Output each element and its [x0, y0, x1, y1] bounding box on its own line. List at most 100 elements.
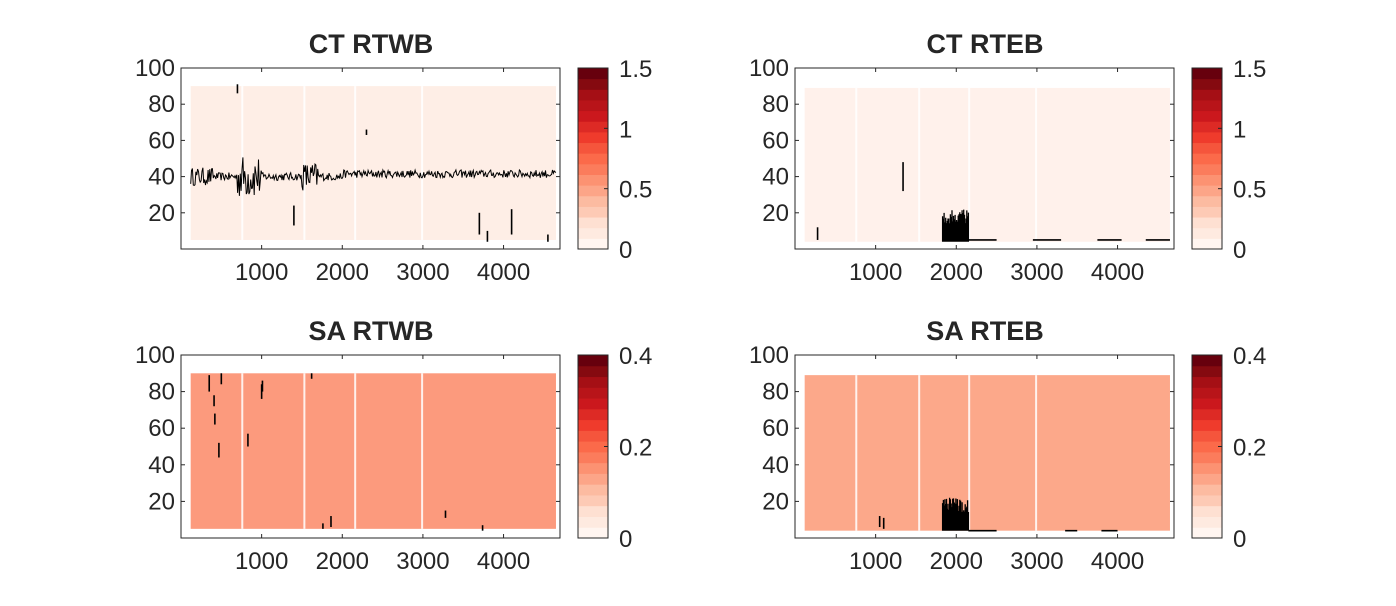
colorbar-segment: [578, 217, 608, 229]
colorbar-segment: [1192, 195, 1222, 207]
panel-ct-rteb: CT RTEB 1000 2000 3000 4000 20 40 60 80 100: [749, 29, 1175, 286]
colorbar-segment: [578, 238, 608, 250]
colorbar-tick-label: 0.2: [619, 435, 652, 462]
panel-title: SA RTEB: [926, 316, 1044, 346]
x-axis: 1000 2000 3000 4000: [235, 355, 530, 575]
x-tick-label: 3000: [396, 259, 449, 286]
colorbar-segment: [578, 398, 608, 410]
colorbar-segment: [1192, 516, 1222, 528]
colorbar-segment: [1192, 163, 1222, 175]
colorbar-tick-label: 1: [1233, 116, 1246, 143]
colorbar-segment: [578, 376, 608, 388]
colorbar-tick-label: 1.5: [619, 56, 652, 83]
y-tick-label: 100: [749, 342, 789, 369]
y-tick-label: 80: [148, 379, 175, 406]
colorbar-tick-label: 0: [619, 526, 632, 553]
x-tick-label: 2000: [930, 259, 983, 286]
colorbar-segment: [578, 163, 608, 175]
colorbar-tick-label: 0.4: [1233, 343, 1266, 370]
y-axis: 20 40 60 80 100: [135, 55, 560, 227]
colorbar-segment: [1192, 121, 1222, 133]
colorbar-segment: [578, 227, 608, 239]
colorbar-segment: [1192, 387, 1222, 399]
colorbar-segment: [578, 387, 608, 399]
colorbar-segment: [1192, 78, 1222, 90]
colorbar-axis: 0 0.2 0.4: [604, 343, 652, 553]
data-gap: [303, 373, 306, 529]
colorbar-segment: [1192, 494, 1222, 507]
x-tick-label: 2000: [316, 259, 369, 286]
y-tick-label: 20: [762, 200, 789, 227]
colorbar-segment: [1192, 527, 1222, 539]
heatmap-fill: [804, 375, 1170, 531]
colorbar-ct-rteb: 0 0.5 1 1.5: [1191, 56, 1266, 264]
colorbar-segment: [578, 206, 608, 218]
colorbar-segment: [578, 110, 608, 122]
axes-box: [180, 67, 561, 250]
colorbar-segment: [1192, 99, 1222, 112]
colorbar-segment: [578, 516, 608, 528]
colorbar-segment: [1192, 398, 1222, 410]
y-tick-label: 60: [762, 415, 789, 442]
colorbar-tick-label: 1: [619, 116, 632, 143]
y-tick-label: 100: [749, 55, 789, 82]
colorbar-segment: [578, 365, 608, 378]
y-tick-label: 20: [148, 488, 175, 515]
colorbar-segment: [1192, 68, 1222, 80]
colorbar-segment: [578, 441, 608, 453]
colorbar-segment: [1192, 227, 1222, 239]
plot-area: [804, 375, 1170, 532]
colorbar-segment: [578, 195, 608, 207]
colorbar-gradient: [1192, 355, 1222, 539]
x-tick-label: 1000: [849, 548, 902, 575]
y-axis: 20 40 60 80 100: [749, 342, 1174, 515]
y-tick-label: 80: [762, 91, 789, 118]
y-tick-label: 20: [148, 200, 175, 227]
data-gap: [1035, 375, 1038, 531]
colorbar-segment: [1192, 355, 1222, 367]
colorbar-segment: [1192, 131, 1222, 144]
colorbar-segment: [578, 505, 608, 517]
y-tick-label: 80: [148, 91, 175, 118]
colorbar-segment: [1192, 142, 1222, 154]
heatmap-fill: [190, 373, 556, 529]
y-tick-label: 60: [148, 415, 175, 442]
colorbar-segment: [1192, 462, 1222, 474]
colorbar-segment: [578, 473, 608, 485]
y-tick-label: 100: [135, 55, 175, 82]
axes-box: [180, 354, 561, 539]
colorbar-segment: [578, 355, 608, 367]
y-axis: 20 40 60 80 100: [749, 55, 1174, 227]
colorbar-segment: [578, 527, 608, 539]
colorbar-segment: [578, 408, 608, 421]
y-tick-label: 20: [762, 488, 789, 515]
data-gap: [421, 86, 424, 240]
colorbar-sa-rteb: 0 0.2 0.4: [1191, 343, 1266, 553]
colorbar-segment: [578, 430, 608, 442]
data-gap: [968, 375, 971, 531]
x-tick-label: 4000: [477, 548, 530, 575]
x-tick-label: 2000: [316, 548, 369, 575]
plot-area: [804, 87, 1170, 242]
colorbar-segment: [578, 462, 608, 474]
plot-area: [190, 84, 557, 242]
x-tick-label: 1000: [849, 259, 902, 286]
colorbar-segment: [578, 131, 608, 144]
colorbar-axis: 0 0.5 1 1.5: [604, 56, 652, 264]
x-tick-label: 3000: [396, 548, 449, 575]
colorbar-segment: [1192, 484, 1222, 496]
colorbar-segment: [1192, 365, 1222, 378]
data-gap: [855, 375, 858, 531]
colorbar-segment: [578, 68, 608, 80]
colorbar-gradient: [578, 355, 608, 539]
colorbar-segment: [1192, 185, 1222, 197]
y-tick-label: 60: [762, 127, 789, 154]
colorbar-tick-label: 0: [1233, 526, 1246, 553]
colorbar-segment: [578, 494, 608, 507]
y-tick-label: 80: [762, 379, 789, 406]
heatmap-fill: [190, 86, 556, 240]
contour-cluster: [941, 209, 970, 242]
colorbar-box: [1191, 67, 1223, 250]
colorbar-segment: [1192, 505, 1222, 517]
colorbar-segment: [1192, 110, 1222, 122]
